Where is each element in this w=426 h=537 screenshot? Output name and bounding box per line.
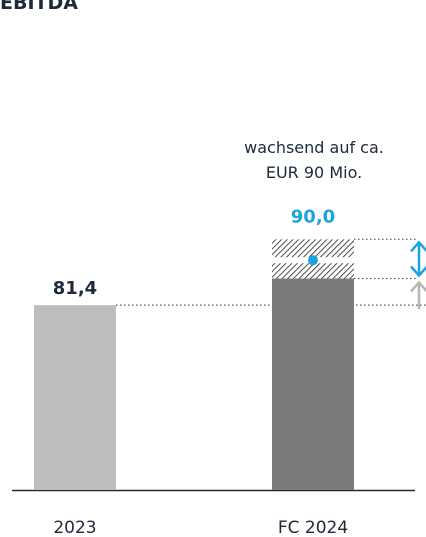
bar — [34, 305, 116, 490]
value-label: 81,4 — [53, 278, 97, 299]
x-tick-label: FC 2024 — [278, 518, 348, 537]
range-arrow — [410, 240, 426, 278]
annotation: wachsend auf ca. — [244, 138, 384, 157]
annotation: EUR 90 Mio. — [266, 163, 362, 182]
x-tick-label: 2023 — [53, 518, 96, 537]
chart-title: EBITDA — [0, 0, 78, 14]
value-label: 90,0 — [291, 206, 335, 227]
growth-arrow — [410, 280, 426, 293]
forecast-point — [308, 255, 318, 266]
bar — [272, 278, 354, 490]
